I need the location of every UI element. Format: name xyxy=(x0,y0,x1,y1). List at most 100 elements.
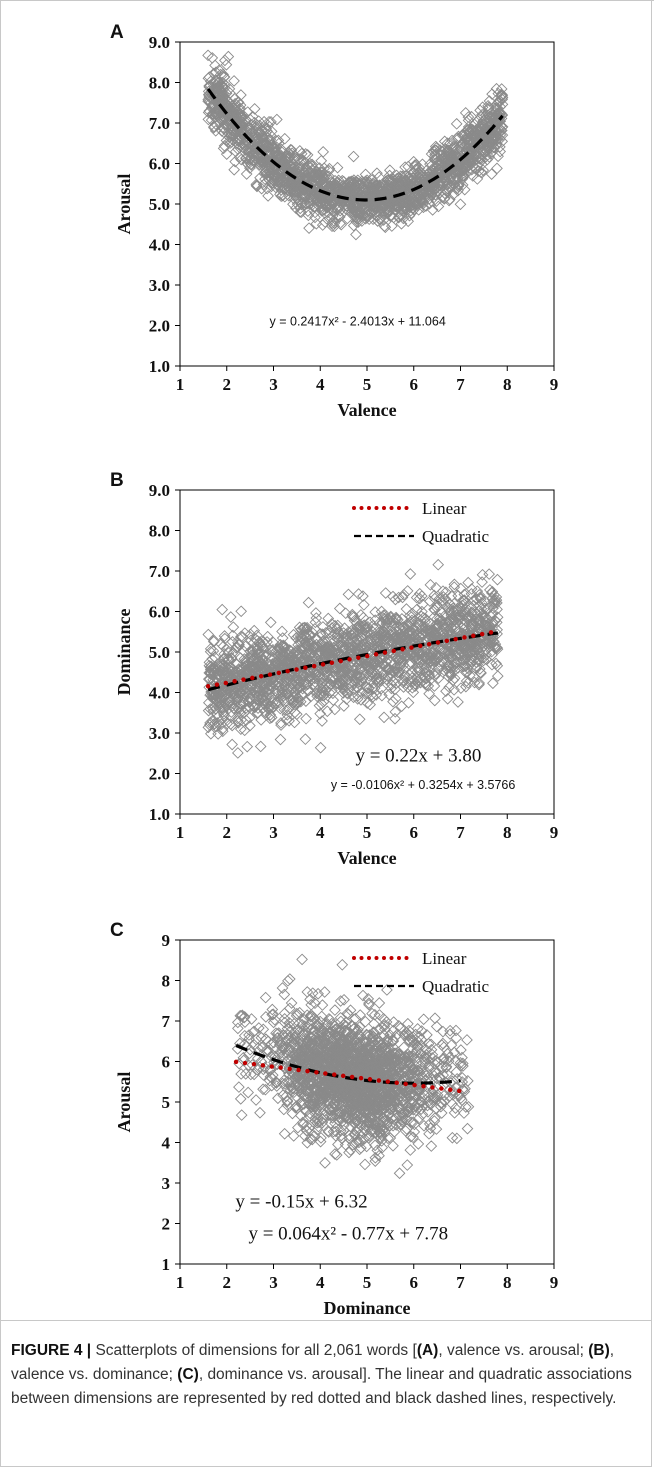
scatter-point xyxy=(302,159,315,171)
scatter-point xyxy=(351,620,364,633)
scatter-point xyxy=(373,673,386,686)
scatter-point xyxy=(312,172,325,184)
scatter-point xyxy=(246,645,259,657)
x-tick-label: 5 xyxy=(363,1273,372,1292)
scatter-point xyxy=(342,182,355,194)
scatter-point xyxy=(261,630,274,643)
scatter-point xyxy=(211,97,224,110)
scatter-point xyxy=(405,611,418,623)
scatter-point xyxy=(245,682,258,695)
scatter-point xyxy=(313,168,325,180)
scatter-point xyxy=(309,206,321,219)
y-tick-label: 3.0 xyxy=(149,276,170,295)
scatter-point xyxy=(476,153,489,166)
x-tick-label: 9 xyxy=(550,375,559,394)
scatter-point xyxy=(436,594,448,607)
scatter-point xyxy=(389,188,402,200)
scatter-point xyxy=(346,608,359,621)
scatter-point xyxy=(357,611,370,624)
scatter-point xyxy=(224,115,237,128)
scatter-point xyxy=(338,643,350,656)
y-tick-label: 7.0 xyxy=(149,562,170,581)
scatter-point xyxy=(444,668,457,680)
scatter-point xyxy=(217,640,230,653)
scatter-point xyxy=(233,1081,245,1093)
scatter-point xyxy=(254,639,267,651)
scatter-point xyxy=(233,690,245,703)
scatter-point xyxy=(293,187,306,199)
scatter-point xyxy=(208,120,220,133)
scatter-point xyxy=(485,645,498,658)
scatter-point xyxy=(267,636,280,649)
y-tick-label: 2 xyxy=(162,1215,171,1234)
scatter-point xyxy=(303,222,315,235)
scatter-point xyxy=(301,645,314,658)
scatter-point xyxy=(299,637,312,649)
scatter-point xyxy=(268,153,280,166)
scatter-point xyxy=(253,655,265,668)
scatter-point xyxy=(432,672,445,684)
scatter-point xyxy=(447,167,460,180)
scatter-point xyxy=(460,680,472,693)
scatter-point xyxy=(423,626,436,639)
scatter-point xyxy=(261,636,273,648)
scatter-point xyxy=(377,668,390,681)
scatter-point xyxy=(328,703,341,716)
scatter-point xyxy=(290,655,302,667)
scatter-point xyxy=(392,666,404,679)
scatter-point xyxy=(372,627,385,640)
scatter-point xyxy=(401,620,413,632)
scatter-point xyxy=(232,132,245,145)
y-tick-label: 2.0 xyxy=(149,765,170,784)
scatter-point xyxy=(351,637,363,650)
scatter-point xyxy=(362,682,375,694)
scatter-point xyxy=(334,204,347,217)
scatter-point xyxy=(450,622,462,635)
scatter-point xyxy=(413,592,426,605)
scatter-point xyxy=(331,632,344,644)
scatter-point xyxy=(462,136,474,148)
scatter-point xyxy=(381,613,394,626)
scatter-point xyxy=(291,682,303,695)
scatter-point xyxy=(218,630,231,642)
scatter-point xyxy=(361,697,374,709)
scatter-point xyxy=(225,114,238,127)
scatter-point xyxy=(477,125,490,138)
scatter-point xyxy=(473,647,486,660)
scatter-point xyxy=(218,709,231,722)
scatter-point xyxy=(212,728,224,740)
scatter-point xyxy=(431,634,443,647)
scatter-point xyxy=(428,626,441,638)
scatter-point xyxy=(347,150,360,163)
chart-panel-a: A 1.0 2.0 3.0 4.0 5.0 6.0 7.0 8.0 9.0 1 2 3 4 5 6 7 8 9 Val… xyxy=(104,20,574,420)
scatter-point xyxy=(431,622,443,635)
scatter-point xyxy=(457,169,469,182)
scatter-point xyxy=(260,165,272,178)
scatter-point xyxy=(436,597,449,610)
scatter-point xyxy=(294,157,307,169)
chart-a-svg: A1.02.03.04.05.06.07.08.09.01 2 3 4 5 6 7 8 9Val… xyxy=(110,22,559,420)
scatter-point xyxy=(444,647,456,660)
y-tick-label: 1.0 xyxy=(149,357,170,376)
scatter-point xyxy=(416,628,428,641)
scatter-point xyxy=(332,646,345,658)
scatter-point xyxy=(216,667,229,680)
scatter-point xyxy=(293,1017,306,1030)
scatter-point xyxy=(474,104,486,117)
scatter-point xyxy=(398,620,410,633)
scatter-point xyxy=(234,707,247,719)
scatter-point xyxy=(243,1029,255,1041)
scatter-point xyxy=(251,661,263,674)
scatter-point xyxy=(348,176,360,188)
scatter-point xyxy=(354,669,367,681)
scatter-point xyxy=(385,682,398,695)
quadratic-fit-line xyxy=(206,88,504,202)
scatter-point xyxy=(301,672,314,685)
scatter-point xyxy=(209,105,222,117)
scatter-point xyxy=(380,621,392,634)
y-tick-label: 9 xyxy=(162,931,171,950)
scatter-point xyxy=(404,195,416,208)
scatter-point xyxy=(235,630,247,643)
scatter-point xyxy=(277,647,289,660)
